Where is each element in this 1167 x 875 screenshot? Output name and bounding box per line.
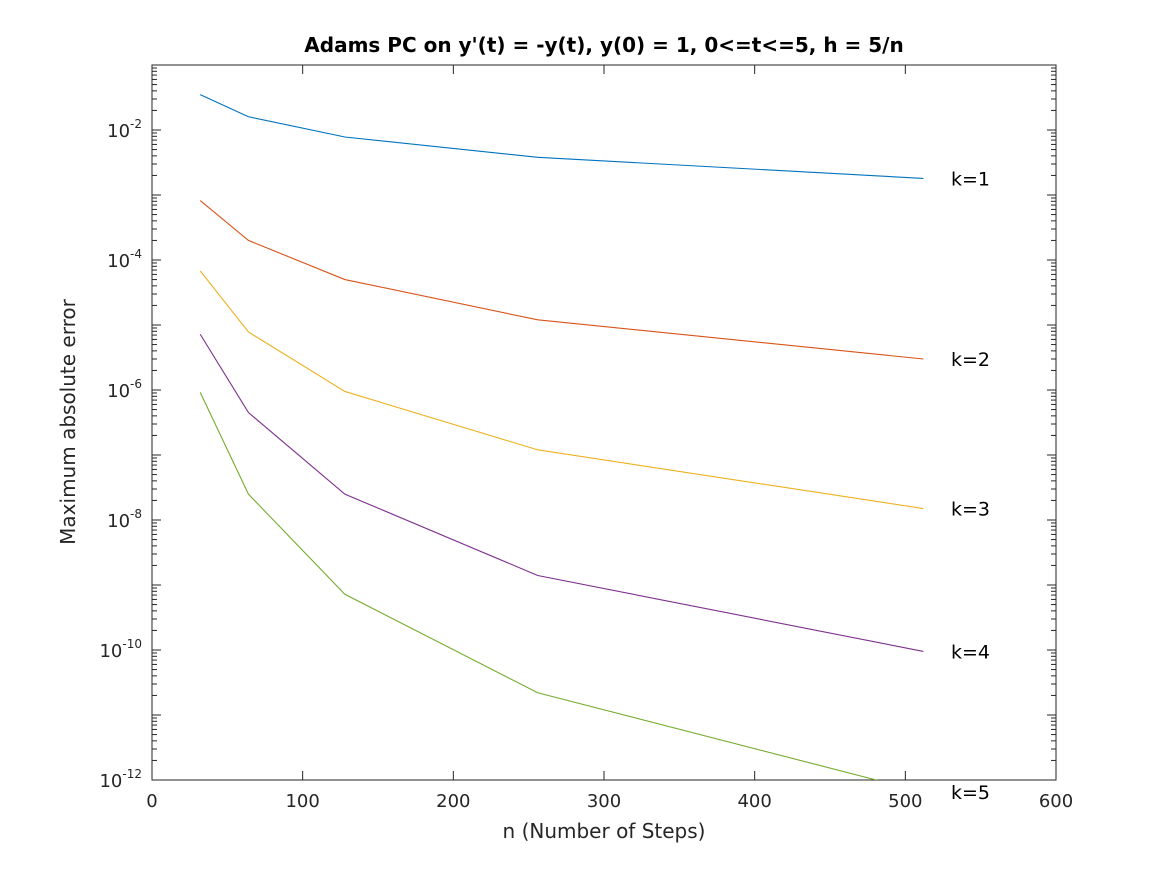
x-axis-label: n (Number of Steps) (503, 819, 706, 843)
series-line-k5 (199, 392, 879, 780)
y-tick-exponent: -6 (130, 377, 142, 391)
x-tick-label: 400 (737, 791, 771, 812)
y-tick-base: 10 (99, 771, 122, 792)
y-tick-base: 10 (107, 121, 130, 142)
series-group (199, 94, 924, 780)
series-label: k=1 (951, 168, 990, 190)
y-tick-exponent: -10 (122, 637, 142, 651)
series-line-k4 (199, 333, 924, 652)
y-tick-label: 10-12 (99, 767, 142, 792)
series-label: k=4 (951, 641, 990, 663)
x-tick-label: 0 (146, 791, 157, 812)
plot-frame (151, 64, 1057, 781)
series-label: k=3 (951, 499, 990, 521)
x-tick-label: 100 (285, 791, 319, 812)
y-axis-label: Maximum absolute error (56, 298, 80, 544)
series-labels: k=1 k=2 k=3 k=4 k=5 (951, 168, 990, 804)
y-tick-label: 10-2 (107, 117, 142, 142)
x-tick-label: 600 (1039, 791, 1073, 812)
y-tick-label: 10-4 (107, 247, 142, 272)
y-tick-base: 10 (107, 381, 130, 402)
y-tick-base: 10 (99, 641, 122, 662)
x-tick-label: 500 (888, 791, 922, 812)
x-tick-label: 300 (587, 791, 621, 812)
y-tick-base: 10 (107, 511, 130, 532)
series-label: k=2 (951, 349, 990, 371)
y-tick-exponent: -2 (130, 117, 142, 131)
x-tick-label: 200 (436, 791, 470, 812)
chart-title: Adams PC on y'(t) = -y(t), y(0) = 1, 0<=… (304, 33, 903, 57)
x-ticks: 0 100 200 300 400 500 600 (146, 65, 1073, 812)
series-line-k3 (199, 270, 924, 510)
series-line-k2 (199, 200, 924, 360)
axes (151, 64, 1057, 781)
series-label: k=5 (951, 782, 990, 804)
y-tick-exponent: -12 (122, 767, 142, 781)
y-tick-label: 10-8 (107, 507, 142, 532)
y-tick-exponent: -8 (130, 507, 142, 521)
y-tick-base: 10 (107, 251, 130, 272)
y-tick-label: 10-6 (107, 377, 142, 402)
y-tick-label: 10-10 (99, 637, 142, 662)
series-line-k1 (199, 94, 924, 179)
y-tick-exponent: -4 (130, 247, 142, 261)
